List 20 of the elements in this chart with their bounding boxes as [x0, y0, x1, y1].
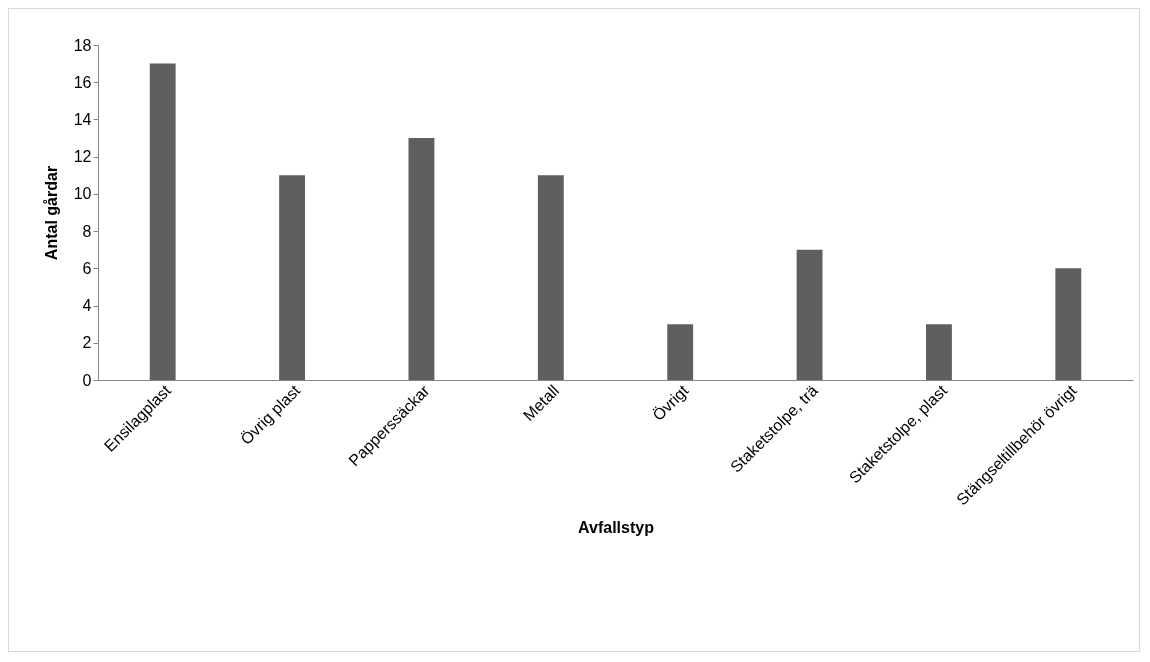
bar — [796, 249, 823, 380]
bar — [408, 138, 435, 380]
bar — [279, 175, 305, 380]
y-tick-label: 16 — [73, 73, 92, 91]
y-tick-label: 8 — [82, 222, 92, 240]
bar — [149, 63, 176, 380]
y-tick-label: 2 — [82, 334, 92, 352]
bar — [537, 175, 564, 380]
y-tick-label: 18 — [73, 36, 92, 54]
bar — [1055, 268, 1082, 380]
y-tick-label: 4 — [82, 297, 92, 315]
y-tick-label: 14 — [73, 110, 92, 128]
y-axis-title: Antal gårdar — [42, 165, 60, 261]
y-tick-label: 6 — [82, 259, 92, 277]
y-tick-label: 10 — [73, 185, 92, 203]
y-tick-label: 0 — [82, 371, 92, 389]
bar — [926, 324, 952, 380]
bar — [667, 324, 694, 380]
y-tick-label: 12 — [73, 148, 92, 166]
x-axis-title: Avfallstyp — [578, 519, 655, 537]
